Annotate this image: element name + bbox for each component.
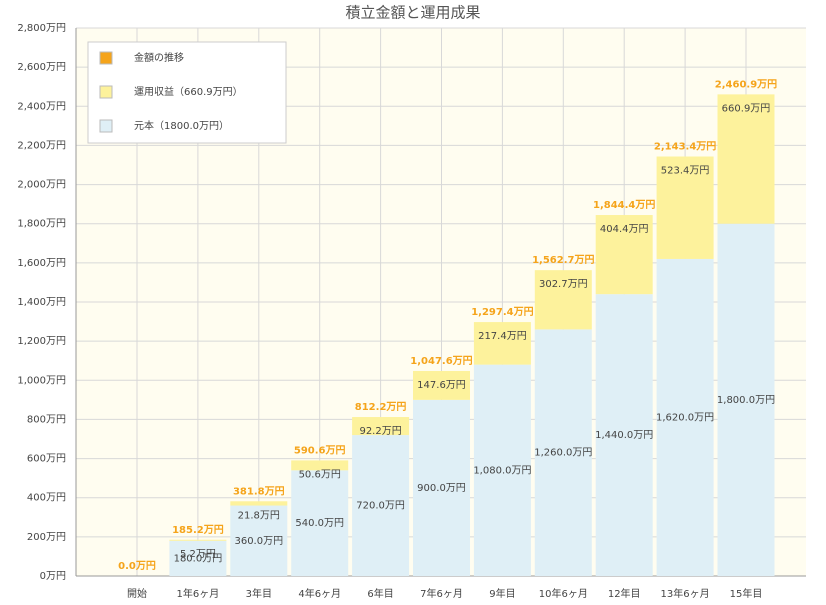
x-tick-label: 1年6ヶ月	[177, 587, 220, 600]
total-label: 2,143.4万円	[654, 141, 716, 153]
x-tick-label: 15年目	[730, 587, 763, 600]
total-label: 1,844.4万円	[593, 199, 655, 211]
y-tick-label: 1,400万円	[17, 297, 66, 308]
total-label: 812.2万円	[355, 401, 407, 413]
legend-label: 元本（1800.0万円）	[134, 119, 229, 132]
data-label: 404.4万円	[600, 224, 649, 235]
bar-segment	[595, 215, 653, 295]
bar-segment	[413, 399, 470, 576]
x-tick-label: 13年6ヶ月	[661, 587, 710, 600]
x-tick-label: 9年目	[489, 587, 515, 600]
data-label: 217.4万円	[478, 331, 527, 342]
data-label: 1,800.0万円	[717, 395, 775, 406]
legend-swatch	[99, 85, 113, 99]
data-label: 180.0万円	[174, 553, 223, 564]
bar-segment	[291, 470, 349, 576]
y-tick-label: 800万円	[27, 414, 66, 425]
y-tick-label: 0万円	[40, 571, 66, 582]
chart-title: 積立金額と運用成果	[345, 4, 480, 22]
bar-segment	[534, 329, 592, 576]
bar-segment	[291, 460, 349, 471]
total-label: 1,297.4万円	[471, 306, 533, 318]
total-label: 381.8万円	[233, 485, 285, 497]
bar-segment	[656, 258, 714, 576]
data-label: 5.2万円	[180, 549, 216, 560]
total-label: 2,460.9万円	[715, 78, 777, 90]
data-label: 540.0万円	[295, 518, 344, 529]
bar-segment	[717, 94, 775, 224]
data-label: 1,260.0万円	[534, 448, 592, 459]
data-label: 302.7万円	[539, 279, 588, 290]
data-label: 147.6万円	[417, 380, 466, 391]
data-label: 1,080.0万円	[473, 465, 531, 476]
y-tick-label: 200万円	[27, 532, 66, 543]
total-label: 590.6万円	[294, 444, 346, 456]
legend-box	[87, 41, 287, 144]
data-label: 50.6万円	[299, 469, 341, 480]
y-tick-label: 1,800万円	[17, 219, 66, 230]
y-tick-label: 2,800万円	[17, 23, 66, 34]
bar-segment	[352, 417, 410, 436]
bar-segment	[230, 505, 288, 576]
y-tick-label: 1,000万円	[17, 375, 66, 386]
data-label: 660.9万円	[722, 103, 771, 114]
bar-segment	[656, 156, 714, 259]
data-label: 900.0万円	[417, 483, 466, 494]
data-label: 21.8万円	[238, 510, 280, 521]
legend-label: 金額の推移	[134, 51, 184, 64]
data-label: 1,440.0万円	[595, 430, 653, 441]
data-label: 1,620.0万円	[656, 412, 714, 423]
bar-segment	[473, 322, 531, 365]
x-tick-label: 開始	[127, 587, 147, 600]
bar-segment	[595, 294, 653, 576]
x-tick-label: 4年6ヶ月	[298, 587, 341, 600]
data-label: 523.4万円	[661, 166, 710, 177]
y-tick-label: 600万円	[27, 454, 66, 465]
y-tick-label: 2,200万円	[17, 140, 66, 151]
y-tick-label: 2,400万円	[17, 101, 66, 112]
y-tick-label: 2,600万円	[17, 62, 66, 73]
total-label: 1,047.6万円	[410, 355, 472, 367]
legend-swatch	[99, 51, 113, 65]
data-label: 92.2万円	[359, 426, 401, 437]
y-tick-label: 1,600万円	[17, 258, 66, 269]
bar-segment	[717, 223, 775, 576]
legend-swatch	[99, 119, 113, 133]
data-label: 360.0万円	[234, 536, 283, 547]
x-tick-label: 7年6ヶ月	[420, 587, 463, 600]
bar-segment	[352, 435, 410, 576]
bar-segment	[230, 501, 288, 506]
y-tick-label: 1,200万円	[17, 336, 66, 347]
total-label: 185.2万円	[172, 524, 224, 536]
x-tick-label: 3年目	[246, 587, 272, 600]
bar-segment	[169, 540, 227, 576]
total-label: 1,562.7万円	[532, 254, 594, 266]
bar-segment	[169, 539, 227, 541]
y-tick-label: 2,000万円	[17, 180, 66, 191]
bar-segment	[473, 364, 531, 576]
legend-label: 運用収益（660.9万円）	[134, 85, 243, 98]
x-tick-label: 12年目	[608, 587, 641, 600]
x-tick-label: 10年6ヶ月	[539, 587, 588, 600]
y-tick-label: 400万円	[27, 493, 66, 504]
bar-segment	[413, 370, 470, 400]
total-label: 0.0万円	[118, 560, 156, 572]
bar-segment	[534, 270, 592, 330]
data-label: 720.0万円	[356, 501, 405, 512]
x-tick-label: 6年目	[367, 587, 393, 600]
